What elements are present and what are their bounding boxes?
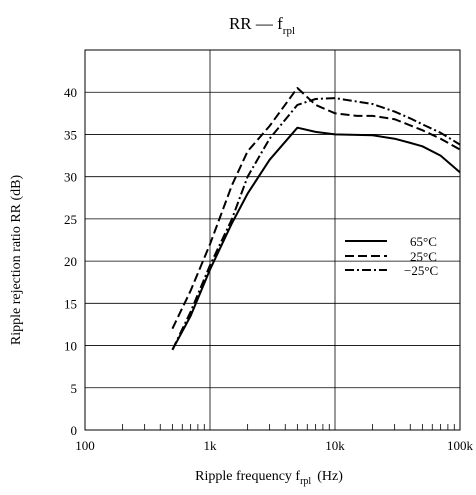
plot-frame [84, 49, 461, 431]
series-line-0 [171, 126, 461, 351]
y-tick-label: 10 [64, 339, 77, 354]
x-axis-label-unit: (Hz) [317, 469, 343, 484]
chart-title: RR — frpl [229, 14, 295, 37]
plot-area: 0 5 10 15 20 25 30 35 40 100 1k 10k 100k [64, 49, 474, 453]
x-axis-label-sub: rpl [300, 476, 311, 487]
y-tick-label: 25 [64, 212, 77, 227]
x-tick-label: 100k [447, 438, 474, 453]
chart-title-sub: rpl [283, 25, 295, 37]
legend-label-65c: 65°C [410, 234, 437, 249]
legend-label-minus25c: −25°C [404, 263, 438, 278]
x-tick-label: 1k [204, 438, 218, 453]
legend: 65°C 25°C −25°C [345, 234, 438, 278]
y-tick-label: 5 [71, 381, 78, 396]
x-axis-label: Ripple frequency frpl (Hz) [195, 469, 343, 487]
y-tick-label: 20 [64, 254, 77, 269]
x-tick-label: 100 [75, 438, 95, 453]
chart-title-main: RR — f [229, 14, 283, 33]
series-line-1 [171, 87, 461, 330]
series-line-2 [171, 97, 461, 351]
x-tick-label: 10k [325, 438, 345, 453]
y-tick-label: 35 [64, 127, 77, 142]
y-tick-label: 30 [64, 170, 77, 185]
legend-label-25c: 25°C [410, 249, 437, 264]
y-axis-label: Ripple rejection ratio RR (dB) [9, 175, 24, 346]
x-axis-label-main: Ripple frequency f [195, 469, 300, 484]
y-tick-label: 15 [64, 296, 77, 311]
y-tick-label: 0 [71, 423, 78, 438]
y-tick-label: 40 [64, 85, 77, 100]
